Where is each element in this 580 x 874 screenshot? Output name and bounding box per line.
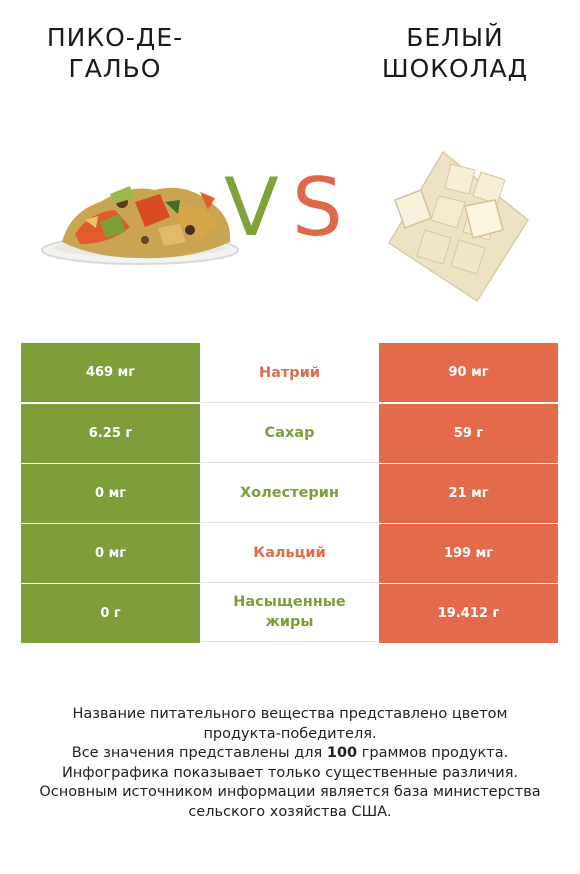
left-food-title: ПИКО-ДЕ- ГАЛЬО <box>5 22 225 84</box>
footer-line-5: Основным источником информации является … <box>39 784 541 800</box>
footer-note: Название питательного вещества представл… <box>20 705 560 822</box>
table-row-cholesterol: 0 мг Холестерин 21 мг <box>21 463 558 523</box>
nutrient-comparison-table: 469 мг Натрий 90 мг 6.25 г Сахар 59 г 0 … <box>21 343 558 643</box>
footer-line-3-bold: 100 <box>326 745 358 761</box>
left-value-cell: 0 мг <box>21 523 200 583</box>
pico-de-gallo-image <box>41 186 239 265</box>
footer-line-3-post: граммов продукта. <box>357 745 509 761</box>
nutrient-name-cell: Кальций <box>201 523 378 583</box>
table-row-calcium: 0 мг Кальций 199 мг <box>21 523 558 583</box>
table-row-sodium: 469 мг Натрий 90 мг <box>21 343 558 403</box>
table-row-sugar: 6.25 г Сахар 59 г <box>21 403 558 463</box>
footer-line-2: продукта-победителя. <box>203 725 377 742</box>
left-food-title-line2: ГАЛЬО <box>68 54 162 83</box>
right-food-title-line1: БЕЛЫЙ <box>406 23 504 52</box>
right-food-title-line2: ШОКОЛАД <box>381 54 529 83</box>
left-food-title-line1: ПИКО-ДЕ- <box>46 23 184 52</box>
white-chocolate-image <box>387 150 529 303</box>
footer-line-6: сельского хозяйства США. <box>188 803 392 820</box>
nutrient-name-cell: Насыщенные жиры <box>201 583 378 642</box>
nutrient-name-cell: Холестерин <box>201 463 378 523</box>
right-value-cell: 199 мг <box>379 523 558 583</box>
left-value-cell: 6.25 г <box>21 403 200 463</box>
left-value-cell: 0 мг <box>21 463 200 523</box>
right-value-cell: 90 мг <box>379 343 558 402</box>
nutrient-name-cell: Натрий <box>201 343 378 403</box>
table-row-saturated-fat: 0 г Насыщенные жиры 19.412 г <box>21 583 558 643</box>
right-value-cell: 59 г <box>379 403 558 463</box>
footer-line-3: Все значения представлены для 100 граммо… <box>20 744 560 764</box>
right-value-cell: 19.412 г <box>379 583 558 643</box>
footer-line-3-pre: Все значения представлены для <box>71 745 327 761</box>
vs-v-letter: V <box>224 161 279 254</box>
right-value-cell: 21 мг <box>379 463 558 523</box>
vs-label: V S <box>222 161 352 258</box>
right-food-title: БЕЛЫЙ ШОКОЛАД <box>345 22 565 84</box>
nutrient-name-cell: Сахар <box>201 403 378 463</box>
left-value-cell: 0 г <box>21 583 200 643</box>
vs-s-letter: S <box>292 161 343 254</box>
footer-line-1: Название питательного вещества представл… <box>72 706 508 722</box>
left-value-cell: 469 мг <box>21 343 200 402</box>
footer-line-4: Инфографика показывает только существенн… <box>61 764 519 781</box>
